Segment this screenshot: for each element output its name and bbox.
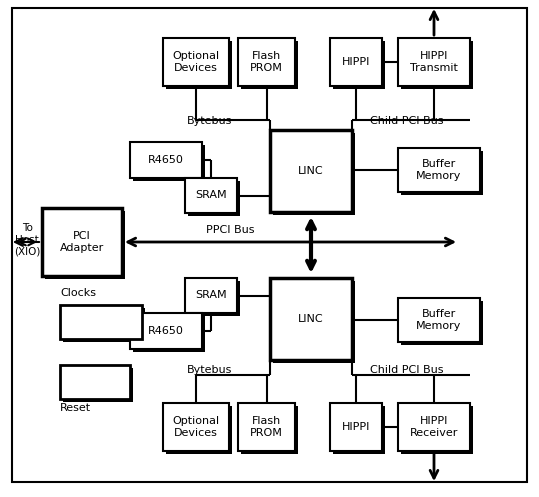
Text: LINC: LINC (298, 314, 324, 324)
Bar (60, 365, 130, 399)
Text: SRAM: SRAM (195, 190, 227, 200)
Bar (238, 38, 295, 86)
Text: Flash
PROM: Flash PROM (250, 416, 283, 438)
Text: To
Host
(XIO): To Host (XIO) (14, 223, 40, 256)
Bar (42, 208, 122, 276)
Text: Optional
Devices: Optional Devices (172, 416, 219, 438)
Bar (45, 211, 125, 279)
Text: PPCI Bus: PPCI Bus (206, 225, 254, 235)
Bar (241, 41, 298, 89)
Text: PCI
Adapter: PCI Adapter (60, 231, 104, 253)
Text: Reset: Reset (60, 403, 91, 413)
Text: Flash
PROM: Flash PROM (250, 51, 283, 73)
Bar (163, 403, 229, 451)
Bar (401, 41, 473, 89)
Bar (241, 406, 298, 454)
Text: Bytebus: Bytebus (188, 365, 233, 375)
Bar (238, 403, 295, 451)
Bar (333, 406, 385, 454)
Bar (398, 38, 470, 86)
Bar (401, 406, 473, 454)
Bar (166, 41, 232, 89)
Text: R4650: R4650 (148, 326, 184, 336)
Bar (273, 281, 355, 363)
Bar (273, 133, 355, 215)
Text: HIPPI: HIPPI (342, 57, 370, 67)
Text: Buffer
Memory: Buffer Memory (416, 159, 462, 181)
Text: R4650: R4650 (148, 155, 184, 165)
Bar (330, 403, 382, 451)
Bar (401, 151, 483, 195)
Bar (188, 281, 240, 316)
Bar (63, 308, 145, 342)
Text: Child PCI Bus: Child PCI Bus (370, 116, 444, 126)
Bar (166, 406, 232, 454)
Bar (398, 403, 470, 451)
Bar (188, 181, 240, 216)
Text: Bytebus: Bytebus (188, 116, 233, 126)
Bar (63, 368, 133, 402)
Text: Optional
Devices: Optional Devices (172, 51, 219, 73)
Bar (330, 38, 382, 86)
Bar (130, 313, 202, 349)
Text: Child PCI Bus: Child PCI Bus (370, 365, 444, 375)
Bar (398, 148, 480, 192)
Bar (163, 38, 229, 86)
Bar (401, 301, 483, 345)
Text: LINC: LINC (298, 166, 324, 176)
Text: HIPPI: HIPPI (342, 422, 370, 432)
Bar (60, 305, 142, 339)
Bar (185, 278, 237, 313)
Text: HIPPI
Receiver: HIPPI Receiver (410, 416, 458, 438)
Text: HIPPI
Transmit: HIPPI Transmit (410, 51, 458, 73)
Bar (133, 316, 205, 352)
Bar (398, 298, 480, 342)
Bar (130, 142, 202, 178)
Text: SRAM: SRAM (195, 291, 227, 301)
Bar (333, 41, 385, 89)
Text: Clocks: Clocks (60, 288, 96, 298)
Text: Buffer
Memory: Buffer Memory (416, 309, 462, 331)
Bar (133, 145, 205, 181)
Bar (270, 130, 352, 212)
Bar (270, 278, 352, 360)
Bar (185, 178, 237, 213)
